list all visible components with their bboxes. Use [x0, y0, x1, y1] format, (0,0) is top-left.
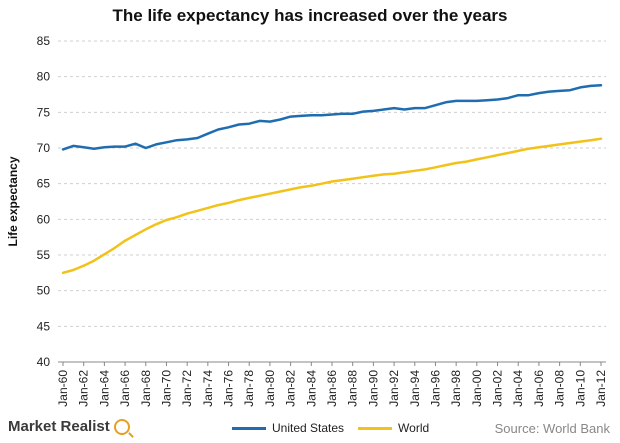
y-tick-label: 45 [37, 319, 51, 333]
legend: United States World [232, 421, 443, 435]
x-tick-label: Jan-10 [573, 370, 587, 407]
x-tick-label: Jan-86 [325, 370, 339, 407]
x-tick-label: Jan-92 [387, 370, 401, 407]
chart-title: The life expectancy has increased over t… [112, 6, 508, 25]
x-tick-label: Jan-90 [366, 370, 380, 407]
y-tick-label: 85 [37, 34, 51, 48]
y-tick-label: 70 [37, 141, 51, 155]
y-tick-label: 50 [37, 284, 51, 298]
legend-item-united-states: United States [232, 421, 344, 435]
series-line-united-states [61, 83, 603, 151]
legend-swatch-world [358, 426, 393, 430]
x-tick-label: Jan-62 [77, 370, 91, 407]
x-tick-label: Jan-84 [304, 370, 318, 407]
series-line-world [61, 137, 603, 275]
x-tick-label: Jan-04 [511, 370, 525, 407]
legend-item-world: World [358, 421, 429, 435]
x-tick-label: Jan-68 [139, 370, 153, 407]
y-tick-label: 60 [37, 212, 51, 226]
brand-name: Market Realist [8, 418, 110, 435]
y-tick-label: 65 [37, 177, 51, 191]
x-tick-label: Jan-74 [201, 370, 215, 407]
x-tick-label: Jan-80 [263, 370, 277, 407]
x-tick-label: Jan-98 [449, 370, 463, 407]
x-tick-label: Jan-76 [222, 370, 236, 407]
source-note: Source: World Bank [494, 421, 610, 436]
x-tick-label: Jan-00 [470, 370, 484, 407]
x-tick-label: Jan-72 [180, 370, 194, 407]
x-tick-label: Jan-64 [97, 370, 111, 407]
x-tick-label: Jan-66 [118, 370, 132, 407]
x-tick-label: Jan-82 [284, 370, 298, 407]
y-tick-label: 55 [37, 248, 51, 262]
x-tick-label: Jan-96 [428, 370, 442, 407]
brand-logo: Market Realist [8, 418, 130, 435]
y-tick-label: 40 [37, 355, 51, 369]
x-tick-label: Jan-78 [242, 370, 256, 407]
x-tick-label: Jan-06 [532, 370, 546, 407]
legend-label-world: World [398, 421, 430, 435]
x-tick-label: Jan-94 [408, 370, 422, 407]
x-tick-label: Jan-70 [159, 370, 173, 407]
x-tick-label: Jan-08 [553, 370, 567, 407]
legend-label-united-states: United States [272, 421, 345, 435]
x-tick-label: Jan-60 [56, 370, 70, 407]
legend-swatch-united-states [232, 426, 266, 430]
y-tick-label: 80 [37, 70, 51, 84]
magnifier-icon [113, 418, 130, 435]
y-axis-label: Life expectancy [6, 156, 20, 246]
x-tick-label: Jan-02 [491, 370, 505, 407]
x-tick-label: Jan-88 [346, 370, 360, 407]
y-tick-label: 75 [37, 105, 51, 119]
x-tick-label: Jan-12 [594, 370, 608, 407]
